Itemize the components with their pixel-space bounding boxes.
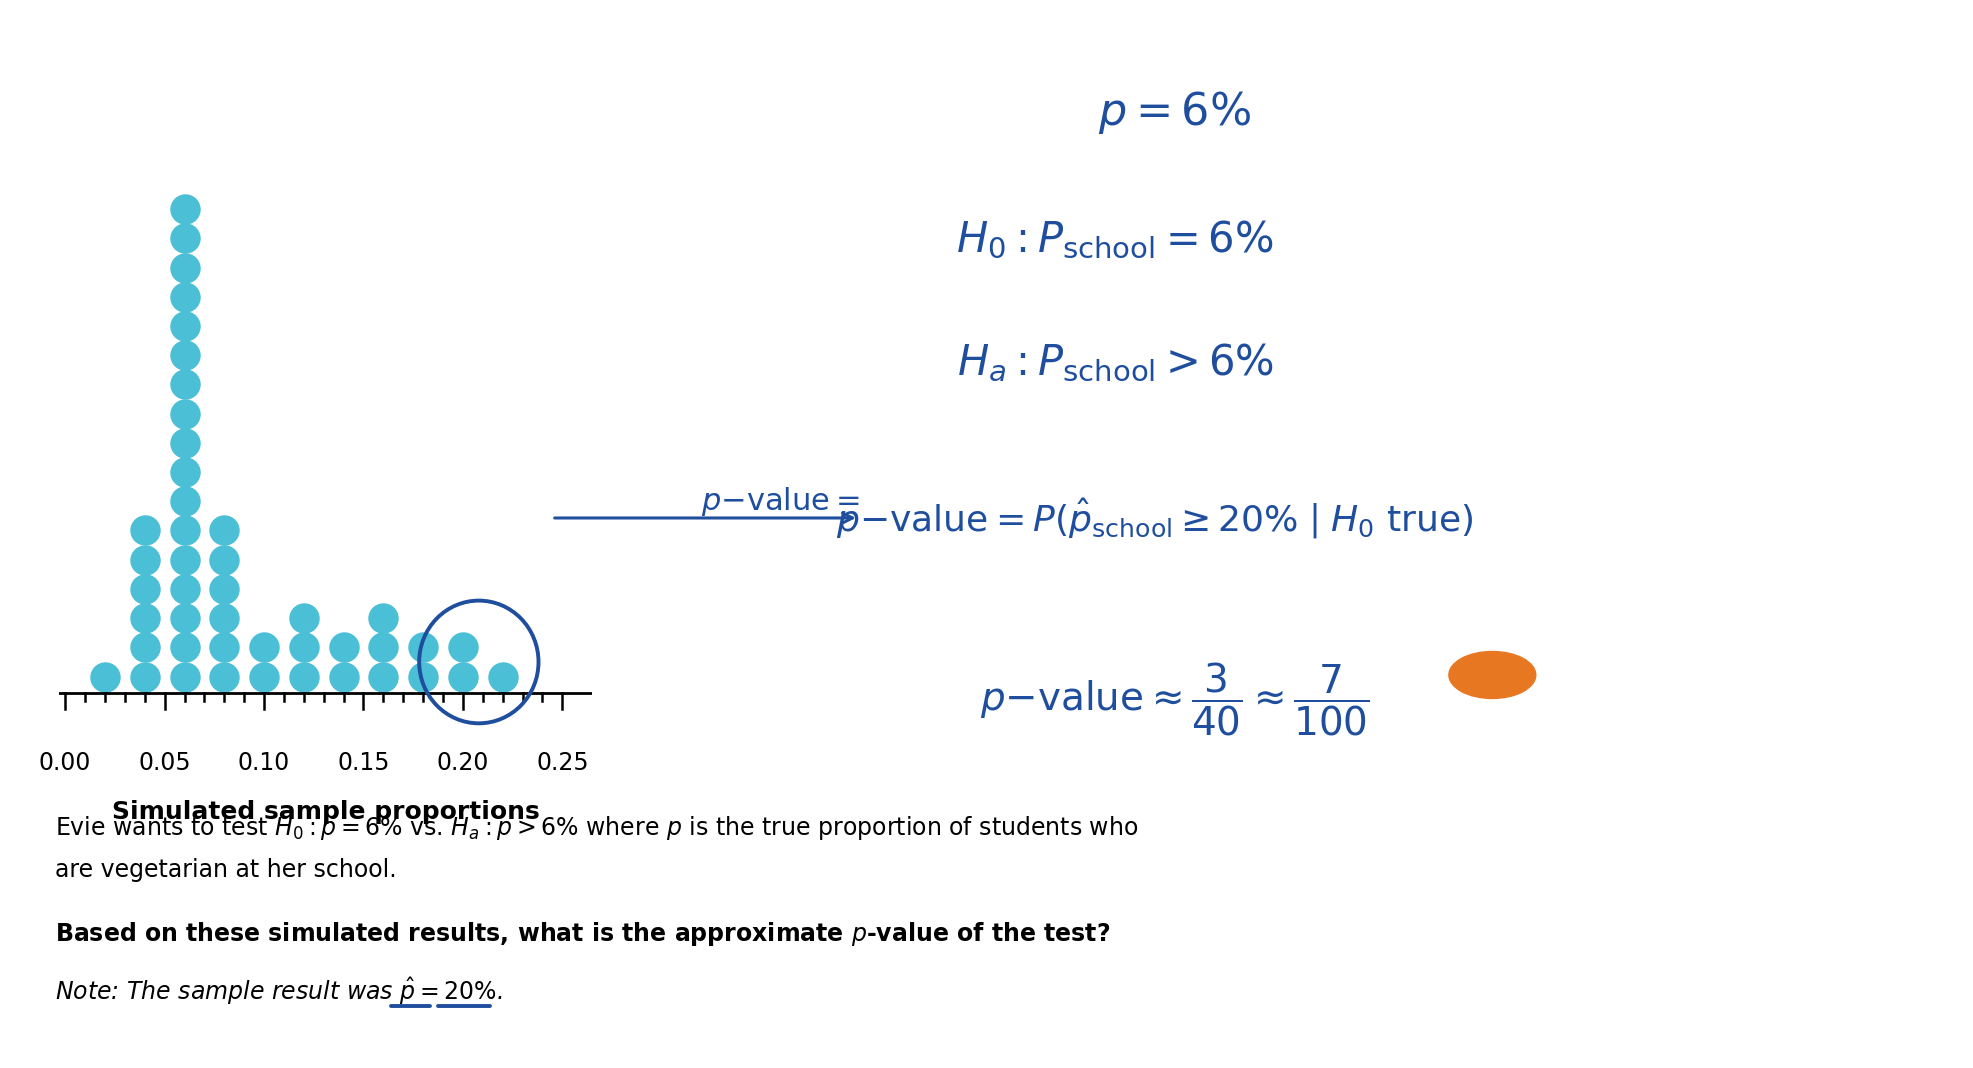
Text: $H_a: P_{\mathrm{school}} > 6\%$: $H_a: P_{\mathrm{school}} > 6\%$ bbox=[957, 342, 1273, 384]
X-axis label: Simulated sample proportions: Simulated sample proportions bbox=[112, 800, 539, 823]
Point bbox=[406, 639, 438, 656]
Point bbox=[128, 522, 160, 539]
Point bbox=[128, 610, 160, 627]
Text: $H_0: P_{\mathrm{school}} = 6\%$: $H_0: P_{\mathrm{school}} = 6\%$ bbox=[957, 219, 1273, 262]
Point bbox=[128, 580, 160, 597]
Point bbox=[487, 668, 519, 685]
Point bbox=[168, 405, 199, 422]
Text: Based on these simulated results, what is the approximate $p$-value of the test?: Based on these simulated results, what i… bbox=[55, 921, 1111, 948]
Point bbox=[448, 639, 479, 656]
Point bbox=[328, 668, 359, 685]
Text: $p = 6\%$: $p = 6\%$ bbox=[1097, 89, 1251, 136]
Point bbox=[168, 201, 199, 218]
Point bbox=[168, 317, 199, 334]
Point bbox=[209, 580, 241, 597]
Point bbox=[367, 639, 399, 656]
Point bbox=[168, 668, 199, 685]
Point bbox=[288, 639, 320, 656]
Point bbox=[128, 639, 160, 656]
Point bbox=[168, 551, 199, 568]
Point bbox=[209, 668, 241, 685]
Point bbox=[249, 668, 280, 685]
Point bbox=[209, 551, 241, 568]
Point bbox=[288, 668, 320, 685]
Point bbox=[168, 610, 199, 627]
Point bbox=[168, 639, 199, 656]
Point bbox=[328, 639, 359, 656]
Text: $p\mathrm{-value} =$: $p\mathrm{-value} =$ bbox=[700, 486, 858, 518]
Point bbox=[128, 668, 160, 685]
Point bbox=[209, 639, 241, 656]
Text: are vegetarian at her school.: are vegetarian at her school. bbox=[55, 859, 397, 882]
Point bbox=[209, 522, 241, 539]
Point bbox=[406, 668, 438, 685]
Point bbox=[168, 288, 199, 305]
Point bbox=[367, 668, 399, 685]
Point bbox=[168, 230, 199, 247]
Circle shape bbox=[1448, 651, 1535, 698]
Text: Evie wants to test $H_0 : p = 6\%$ vs. $H_a : p > 6\%$ where $p$ is the true pro: Evie wants to test $H_0 : p = 6\%$ vs. $… bbox=[55, 814, 1138, 842]
Point bbox=[168, 347, 199, 364]
Point bbox=[89, 668, 120, 685]
Point bbox=[128, 551, 160, 568]
Point bbox=[168, 522, 199, 539]
Point bbox=[168, 580, 199, 597]
Point bbox=[288, 610, 320, 627]
Text: $p\mathrm{-value} \approx \dfrac{3}{40} \approx \dfrac{7}{100}$: $p\mathrm{-value} \approx \dfrac{3}{40} … bbox=[979, 661, 1369, 738]
Point bbox=[168, 258, 199, 276]
Point bbox=[168, 376, 199, 393]
Point bbox=[249, 639, 280, 656]
Point bbox=[367, 610, 399, 627]
Point bbox=[168, 464, 199, 481]
Text: $p\mathrm{-value} = P(\hat{p}_{\mathrm{school}} \geq 20\% \mid H_0\ \mathrm{true: $p\mathrm{-value} = P(\hat{p}_{\mathrm{s… bbox=[837, 496, 1472, 540]
Point bbox=[448, 668, 479, 685]
Point bbox=[168, 435, 199, 452]
Point bbox=[168, 492, 199, 509]
Point bbox=[209, 610, 241, 627]
Text: Note: The sample result was $\hat{p} = 20\%$.: Note: The sample result was $\hat{p} = 2… bbox=[55, 975, 503, 1007]
